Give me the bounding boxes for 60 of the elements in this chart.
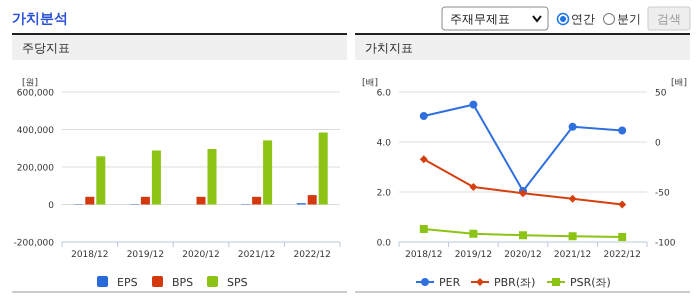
text: 가치분석: [12, 11, 68, 27]
point: [519, 231, 527, 240]
legend-label: EPS: [117, 276, 138, 289]
bar: [263, 140, 272, 204]
y-tick-label: 0: [48, 201, 54, 211]
y2-tick-label: 0: [655, 138, 661, 148]
x-tick-label: 2020/12: [504, 250, 542, 260]
bar: [196, 196, 206, 204]
y2-tick-label: -100: [655, 238, 676, 248]
legend-label: PER: [439, 276, 461, 289]
bar: [308, 195, 317, 204]
bar: [96, 156, 106, 204]
y-tick-label: 4.0: [376, 138, 392, 148]
point: [568, 232, 577, 240]
y-tick-label: -200,000: [14, 238, 54, 248]
bar: [208, 149, 216, 204]
y-tick-label: 600,000: [16, 88, 54, 98]
point: [469, 230, 478, 238]
x-tick-label: 2018/12: [405, 250, 442, 260]
legend-label: BPS: [172, 276, 194, 289]
controls: 주재무제표 연간 분기 검색: [442, 6, 690, 30]
legend-label: PBR(좌): [494, 276, 536, 289]
y2-tick-label: 50: [655, 88, 667, 98]
x-tick-label: 2021/12: [238, 250, 276, 260]
y-tick-label: 2.0: [376, 188, 392, 198]
y2-axis-title: [배]: [671, 78, 688, 88]
point: [519, 189, 527, 198]
bar: [318, 132, 328, 204]
point: [618, 233, 626, 241]
point: [568, 194, 577, 203]
y-tick-label: 400,000: [16, 126, 54, 136]
bar: [85, 196, 94, 204]
point: [469, 100, 478, 109]
y2-tick-label: -50: [655, 188, 670, 198]
point: [420, 155, 428, 164]
bar: [252, 196, 262, 204]
point: [618, 126, 626, 134]
y-tick-label: 200,000: [16, 164, 54, 174]
x-tick-label: 2021/12: [554, 250, 592, 260]
x-tick-label: 2022/12: [604, 250, 641, 260]
bar: [152, 150, 161, 204]
x-tick-label: 2022/12: [294, 250, 331, 260]
x-tick-label: 2018/12: [71, 250, 108, 260]
point: [420, 225, 428, 233]
point: [420, 112, 428, 120]
x-tick-label: 2019/12: [126, 250, 164, 260]
y-tick-label: 6.0: [376, 88, 392, 98]
point: [469, 183, 478, 191]
chart-title: 가치지표: [365, 41, 413, 55]
point: [568, 122, 577, 131]
legend-label: PSR(좌): [570, 276, 611, 289]
y-axis-title: [배]: [362, 78, 378, 88]
y-axis-title: [원]: [22, 78, 38, 88]
x-tick-label: 2019/12: [454, 250, 492, 260]
bar: [140, 196, 150, 204]
chart-title: 주당지표: [22, 41, 70, 55]
point: [618, 200, 626, 208]
y-tick-label: 0.0: [376, 238, 392, 248]
legend-label: SPS: [227, 276, 248, 289]
x-tick-label: 2020/12: [182, 250, 220, 260]
